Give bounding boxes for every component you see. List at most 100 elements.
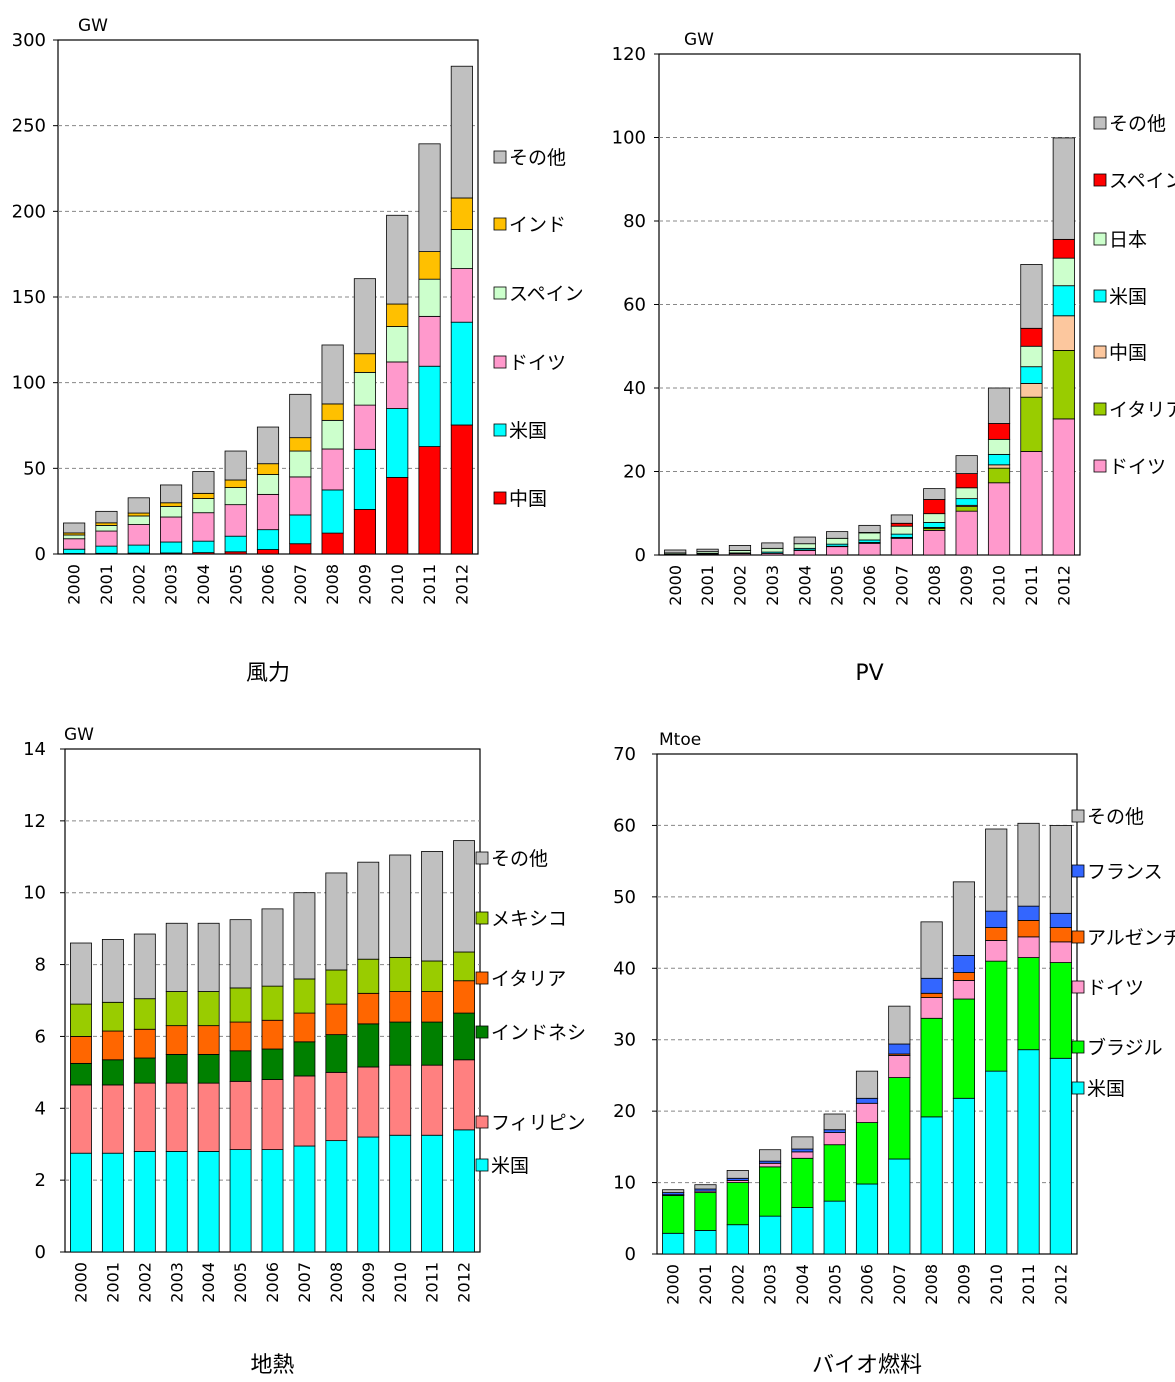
legend-label: 中国 — [1109, 342, 1147, 364]
x-tick-label: 2011 — [423, 1262, 442, 1303]
bar-segment-series-5 — [63, 522, 86, 534]
legend-swatch — [493, 150, 507, 164]
y-tick-label: 6 — [35, 1026, 46, 1047]
bar-segment-series-0 — [823, 1200, 846, 1255]
legend-swatch — [1071, 930, 1085, 944]
bar-segment-series-4 — [858, 532, 881, 541]
bar-segment-series-5 — [1049, 825, 1072, 914]
bar-segment-series-4 — [826, 537, 849, 545]
bar-segment-series-4 — [289, 437, 312, 452]
legend-swatch — [1093, 459, 1107, 473]
bar-segment-series-5 — [987, 423, 1011, 440]
x-tick-label: 2005 — [231, 1262, 250, 1303]
bar-segment-series-3 — [197, 1025, 220, 1055]
y-tick-label: 30 — [613, 1030, 636, 1051]
bar-segment-series-4 — [229, 987, 252, 1023]
bar-segment-series-1 — [952, 998, 975, 1099]
pv-chart: 0 20 40 60 80 100 120 GW 2000 2001 2002 2003 2004 200… — [612, 30, 1175, 686]
bar-segment-series-0 — [923, 529, 946, 556]
y-tick-label: 80 — [623, 211, 646, 232]
bar-segment-series-5 — [256, 426, 280, 465]
x-tick-label: 2002 — [129, 564, 148, 605]
bar-segment-series-1 — [160, 541, 183, 554]
unit-label: GW — [78, 16, 108, 36]
bar-segment-series-3 — [389, 991, 412, 1023]
bar-segment-series-6 — [1052, 137, 1075, 240]
bar-segment-series-5 — [418, 143, 441, 252]
legend-swatch — [493, 491, 507, 505]
bar-segment-series-3 — [1052, 285, 1075, 317]
bar-segment-series-2 — [952, 980, 975, 1000]
bar-segment-series-1 — [726, 1182, 749, 1226]
x-tick-label: 2009 — [957, 565, 976, 606]
bar-segment-series-4 — [325, 969, 348, 1005]
bar-segment-series-2 — [229, 1050, 252, 1082]
x-tick-label: 2000 — [664, 1264, 683, 1305]
legend-label: 日本 — [1109, 229, 1147, 251]
bar-segment-series-3 — [101, 1030, 124, 1061]
bar-segment-series-4 — [955, 487, 978, 500]
legend-swatch — [1071, 980, 1085, 994]
bar-segment-series-0 — [952, 1097, 975, 1255]
bar-segment-series-0 — [890, 537, 913, 556]
bar-segment-series-0 — [855, 1183, 879, 1255]
y-tick-label: 0 — [625, 1244, 636, 1265]
bar-segment-series-6 — [987, 387, 1011, 424]
bar-segment-series-5 — [165, 922, 188, 992]
x-tick-label: 2007 — [295, 1262, 314, 1303]
x-tick-label: 2003 — [763, 565, 782, 606]
bar-segment-series-3 — [985, 927, 1008, 941]
bar-segment-series-0 — [759, 1215, 782, 1255]
bar-segment-series-1 — [101, 1084, 124, 1154]
y-tick-label: 10 — [23, 883, 46, 904]
bar-segment-series-3 — [920, 992, 943, 998]
bar-segment-series-3 — [70, 1036, 92, 1064]
bar-segment-series-1 — [1052, 350, 1075, 420]
bar-segment-series-4 — [256, 463, 280, 475]
legend-swatch — [1071, 864, 1085, 878]
y-tick-label: 60 — [623, 295, 646, 316]
y-tick-label: 150 — [12, 287, 46, 308]
bar-segment-series-0 — [955, 510, 978, 556]
legend-swatch — [475, 851, 489, 865]
bar-segment-series-5 — [421, 850, 444, 962]
legend-label: ドイツ — [1109, 456, 1166, 478]
bar-segment-series-4 — [418, 251, 441, 280]
legend-label: その他 — [491, 848, 548, 870]
y-tick-label: 0 — [35, 544, 46, 565]
legend-label: 米国 — [509, 420, 547, 442]
bar-segment-series-3 — [386, 326, 409, 363]
bar-segment-series-3 — [952, 972, 975, 981]
bar-segment-series-5 — [133, 933, 156, 1000]
bar-segment-series-0 — [920, 1116, 943, 1255]
y-tick-label: 20 — [613, 1101, 636, 1122]
bar-segment-series-3 — [325, 1003, 348, 1036]
bar-segment-series-1 — [389, 1064, 412, 1136]
bar-segment-series-2 — [197, 1053, 220, 1084]
legend-swatch — [475, 1025, 489, 1039]
bar-segment-series-2 — [888, 1055, 911, 1078]
bar-segment-series-5 — [890, 522, 913, 527]
legend-label: スペイン — [509, 283, 584, 305]
bar-segment-series-0 — [450, 424, 473, 555]
legend-label: イタリア — [491, 968, 566, 990]
bar-segment-series-2 — [759, 1162, 782, 1168]
bar-segment-series-6 — [826, 531, 849, 539]
bar-segment-series-3 — [256, 474, 280, 495]
legend-swatch — [475, 1115, 489, 1129]
bar-segment-series-4 — [261, 985, 284, 1021]
legend-label: 米国 — [491, 1155, 529, 1177]
bar-segment-series-0 — [662, 1232, 685, 1255]
bar-segment-series-2 — [1020, 383, 1043, 398]
x-tick-label: 2006 — [259, 564, 278, 605]
bar-segment-series-4 — [192, 492, 215, 499]
bar-segment-series-4 — [421, 960, 444, 992]
bar-segment-series-4 — [293, 978, 316, 1014]
geothermal-chart: 0 2 4 6 8 10 12 14 GW 2000 2001 2002 2003 2004 2005 200… — [23, 725, 588, 1378]
legend-label: フランス — [1087, 861, 1163, 883]
legend-swatch — [1071, 1040, 1085, 1054]
bar-segment-series-5 — [101, 939, 124, 1003]
bar-segment-series-2 — [101, 1059, 124, 1086]
x-tick-label: 2000 — [72, 1262, 91, 1303]
x-tick-label: 2000 — [666, 565, 685, 606]
